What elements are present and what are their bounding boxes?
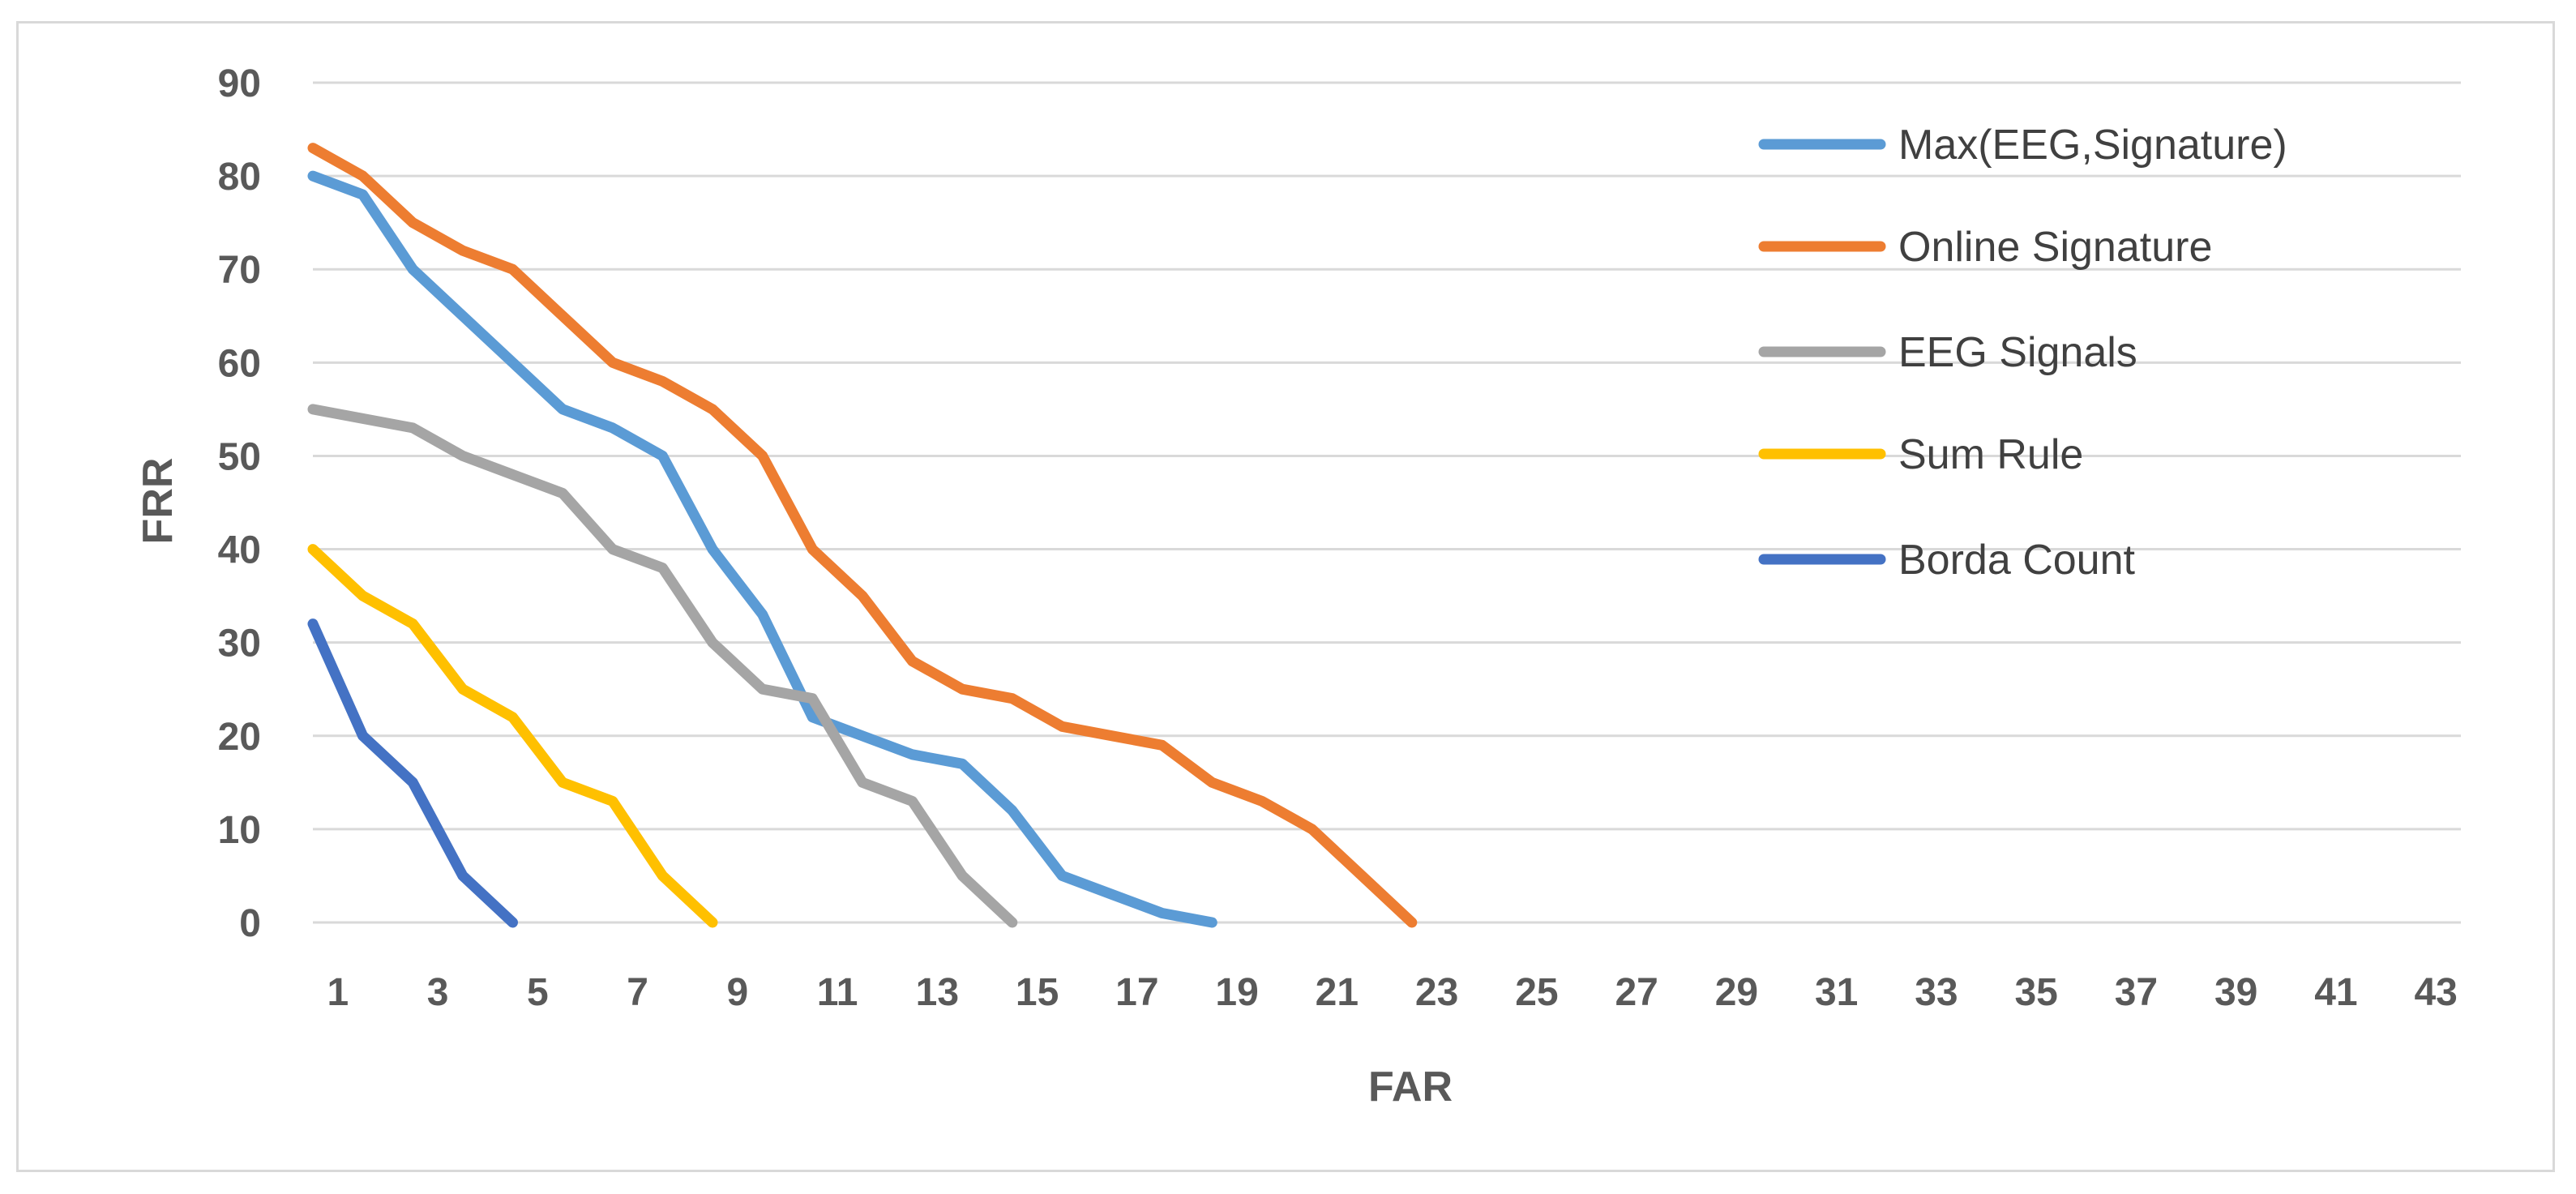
x-tick-label: 1 bbox=[327, 971, 349, 1014]
series-lines bbox=[307, 143, 1418, 928]
x-tick-label: 21 bbox=[1316, 971, 1359, 1014]
x-tick-label: 25 bbox=[1515, 971, 1558, 1014]
series-line-0 bbox=[307, 170, 1217, 928]
chart-frame bbox=[16, 21, 2555, 1172]
y-tick-label: 0 bbox=[239, 902, 261, 945]
legend-label-2: EEG Signals bbox=[1898, 329, 2137, 376]
series-line-2 bbox=[307, 404, 1018, 928]
y-axis-ticks: 0 10 20 30 40 50 60 70 80 90 bbox=[218, 62, 261, 945]
series-line-1 bbox=[307, 143, 1418, 928]
x-tick-label: 9 bbox=[726, 971, 748, 1014]
legend-label-0: Max(EEG,Signature) bbox=[1898, 122, 2287, 169]
x-tick-label: 15 bbox=[1016, 971, 1059, 1014]
y-tick-label: 20 bbox=[218, 716, 261, 759]
legend-label-1: Online Signature bbox=[1898, 224, 2212, 271]
legend-label-4: Borda Count bbox=[1898, 537, 2136, 584]
x-tick-label: 27 bbox=[1615, 971, 1658, 1014]
y-tick-label: 30 bbox=[218, 623, 261, 665]
x-tick-label: 3 bbox=[427, 971, 449, 1014]
x-tick-label: 13 bbox=[916, 971, 959, 1014]
legend-label-3: Sum Rule bbox=[1898, 431, 2083, 478]
y-tick-label: 70 bbox=[218, 249, 261, 292]
x-tick-label: 17 bbox=[1115, 971, 1158, 1014]
x-axis-title: FAR bbox=[1368, 1063, 1453, 1111]
y-tick-label: 80 bbox=[218, 156, 261, 199]
x-tick-label: 41 bbox=[2314, 971, 2357, 1014]
y-tick-label: 90 bbox=[218, 62, 261, 105]
y-axis-title: FRR bbox=[135, 458, 182, 545]
y-tick-label: 60 bbox=[218, 342, 261, 385]
x-tick-label: 7 bbox=[627, 971, 648, 1014]
series-line-4 bbox=[307, 618, 518, 928]
x-tick-label: 35 bbox=[2014, 971, 2057, 1014]
x-tick-label: 37 bbox=[2115, 971, 2158, 1014]
gridlines bbox=[313, 81, 2461, 924]
x-tick-label: 11 bbox=[817, 971, 858, 1014]
x-tick-label: 39 bbox=[2214, 971, 2257, 1014]
x-tick-label: 23 bbox=[1415, 971, 1458, 1014]
x-tick-label: 19 bbox=[1215, 971, 1258, 1014]
y-tick-label: 10 bbox=[218, 809, 261, 852]
series-line-3 bbox=[307, 544, 718, 928]
y-tick-label: 40 bbox=[218, 529, 261, 572]
x-tick-label: 31 bbox=[1815, 971, 1858, 1014]
y-tick-label: 50 bbox=[218, 435, 261, 478]
x-tick-label: 5 bbox=[527, 971, 549, 1014]
legend: Max(EEG,Signature) Online Signature EEG Si… bbox=[1758, 122, 2287, 584]
x-axis-ticks: 1 3 5 7 9 11 13 15 17 19 21 23 25 27 29 31 33 35 37 39 41 43 bbox=[327, 971, 2457, 1014]
x-tick-label: 43 bbox=[2414, 971, 2457, 1014]
x-tick-label: 29 bbox=[1715, 971, 1758, 1014]
x-tick-label: 33 bbox=[1915, 971, 1958, 1014]
